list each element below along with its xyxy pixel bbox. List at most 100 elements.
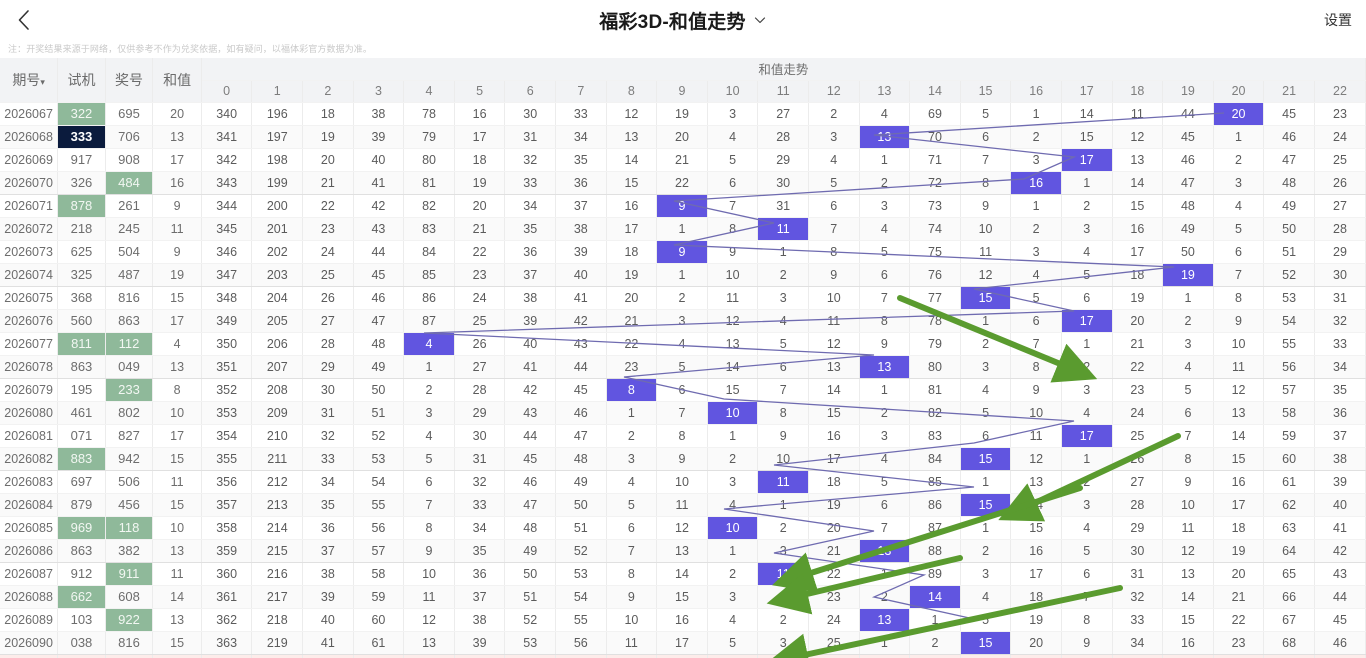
cell-trend-22: 36 bbox=[1314, 401, 1366, 425]
column-header-20[interactable]: 20 bbox=[1213, 80, 1265, 103]
cell-shiji-value: 662 bbox=[58, 585, 105, 608]
cell-trend-12: 6 bbox=[808, 194, 860, 218]
table-row[interactable]: 2026073 625 504 9 346 202 24 44 84 22 36 39 18 9 9 1 8 5 7… bbox=[0, 240, 1366, 264]
column-header-0[interactable]: 0 bbox=[200, 80, 253, 103]
cell-trend-8: 5 bbox=[606, 493, 658, 517]
column-header-7[interactable]: 7 bbox=[555, 80, 607, 103]
footer-col-8[interactable]: 8 bbox=[606, 654, 658, 658]
footer-col-15[interactable]: 15 bbox=[960, 654, 1012, 658]
table-row[interactable]: 2026068 333 706 13 341 197 19 39 79 17 31 34 13 20 4 28… bbox=[0, 125, 1366, 149]
column-header-10[interactable]: 10 bbox=[707, 80, 759, 103]
table-row[interactable]: 2026083 697 506 11 356 212 34 54 6 32 46 49 4 10 3 11 18… bbox=[0, 470, 1366, 494]
table-row[interactable]: 2026077 811 112 4 350 206 28 48 4 26 40 43 22 4 13 5 12 9… bbox=[0, 332, 1366, 356]
cell-trend-6: 39 bbox=[504, 309, 557, 333]
footer-col-22[interactable]: 22 bbox=[1314, 654, 1366, 658]
cell-trend-value: 11 bbox=[827, 313, 841, 328]
footer-col-3[interactable]: 3 bbox=[353, 654, 405, 658]
footer-col-16[interactable]: 16 bbox=[1010, 654, 1062, 658]
table-row[interactable]: 2026081 071 827 17 354 210 32 52 4 30 44 47 2 8 1 9 16 3 8… bbox=[0, 424, 1366, 448]
footer-col-5[interactable]: 5 bbox=[454, 654, 506, 658]
column-header-11[interactable]: 11 bbox=[757, 80, 809, 103]
column-header-1[interactable]: 1 bbox=[251, 80, 304, 103]
footer-col-14[interactable]: 14 bbox=[909, 654, 961, 658]
column-header-16[interactable]: 16 bbox=[1010, 80, 1062, 103]
cell-trend-value: 38 bbox=[523, 290, 538, 305]
cell-hezhi-value: 15 bbox=[170, 635, 185, 650]
footer-col-13[interactable]: 13 bbox=[859, 654, 911, 658]
column-header-17[interactable]: 17 bbox=[1061, 80, 1113, 103]
footer-col-18[interactable]: 18 bbox=[1112, 654, 1164, 658]
table-row[interactable]: 2026071 878 261 9 344 200 22 42 82 20 34 37 16 9 7 31 6 3… bbox=[0, 194, 1366, 218]
footer-col-2[interactable]: 2 bbox=[302, 654, 354, 658]
cell-issue-value: 2026072 bbox=[4, 221, 53, 236]
cell-trend-value: 3 bbox=[729, 589, 737, 604]
table-row[interactable]: 2026075 368 816 15 348 204 26 46 86 24 38 41 20 2 11 3 1… bbox=[0, 286, 1366, 310]
footer-col-19[interactable]: 19 bbox=[1162, 654, 1214, 658]
table-row[interactable]: 2026079 195 233 8 352 208 30 50 2 28 42 45 8 6 15 7 14 1 8… bbox=[0, 378, 1366, 402]
footer-col-20[interactable]: 20 bbox=[1213, 654, 1265, 658]
table-row[interactable]: 2026074 325 487 19 347 203 25 45 85 23 37 40 19 1 10 2 9… bbox=[0, 263, 1366, 287]
table-row[interactable]: 2026078 863 049 13 351 207 29 49 1 27 41 44 23 5 14 6 13… bbox=[0, 355, 1366, 379]
trend-table-area[interactable]: 期号▾ 试机 奖号 和值 和值走势 0 1 2 3 4 5 6 7 8 9 10 11 12 13 14 15… bbox=[0, 58, 1366, 658]
cell-trend-12: 17 bbox=[808, 447, 860, 471]
column-header-22[interactable]: 22 bbox=[1314, 80, 1366, 103]
column-header-12[interactable]: 12 bbox=[808, 80, 860, 103]
footer-col-1[interactable]: 1 bbox=[251, 654, 304, 658]
column-header-9[interactable]: 9 bbox=[656, 80, 708, 103]
column-header-18[interactable]: 18 bbox=[1112, 80, 1164, 103]
column-header-2[interactable]: 2 bbox=[302, 80, 354, 103]
table-row[interactable]: 2026088 662 608 14 361 217 39 59 11 37 51 54 9 15 3 1 23… bbox=[0, 585, 1366, 609]
footer-col-12[interactable]: 12 bbox=[808, 654, 860, 658]
chevron-down-icon[interactable] bbox=[753, 13, 767, 27]
footer-col-10[interactable]: 10 bbox=[707, 654, 759, 658]
table-row[interactable]: 2026090 038 816 15 363 219 41 61 13 39 53 56 11 17 5 3 2… bbox=[0, 631, 1366, 655]
column-header-21[interactable]: 21 bbox=[1263, 80, 1315, 103]
table-row[interactable]: 2026067 322 695 20 340 196 18 38 78 16 30 33 12 19 3 27… bbox=[0, 102, 1366, 126]
table-row[interactable]: 2026084 879 456 15 357 213 35 55 7 33 47 50 5 11 4 1 19 6… bbox=[0, 493, 1366, 517]
footer-col-21[interactable]: 21 bbox=[1263, 654, 1315, 658]
table-row[interactable]: 2026086 863 382 13 359 215 37 57 9 35 49 52 7 13 1 3 21 1… bbox=[0, 539, 1366, 563]
table-row[interactable]: 2026080 461 802 10 353 209 31 51 3 29 43 46 1 7 10 8 15 2… bbox=[0, 401, 1366, 425]
cell-issue-value: 2026089 bbox=[4, 612, 53, 627]
table-row[interactable]: 2026082 883 942 15 355 211 33 53 5 31 45 48 3 9 2 10 17 4… bbox=[0, 447, 1366, 471]
footer-col-6[interactable]: 6 bbox=[504, 654, 557, 658]
cell-trend-value: 4 bbox=[1032, 267, 1040, 282]
column-header-6[interactable]: 6 bbox=[504, 80, 557, 103]
footer-col-9[interactable]: 9 bbox=[656, 654, 708, 658]
table-row[interactable]: 2026087 912 911 11 360 216 38 58 10 36 50 53 8 14 2 11 2… bbox=[0, 562, 1366, 586]
column-header-8[interactable]: 8 bbox=[606, 80, 658, 103]
cell-issue-value: 2026071 bbox=[4, 198, 53, 213]
cell-trend-10: 13 bbox=[707, 332, 759, 356]
column-header-14[interactable]: 14 bbox=[909, 80, 961, 103]
footer-col-17[interactable]: 17 bbox=[1061, 654, 1113, 658]
cell-jiang: 382 bbox=[105, 539, 154, 563]
cell-trend-20: 7 bbox=[1213, 263, 1265, 287]
column-header-19[interactable]: 19 bbox=[1162, 80, 1214, 103]
cell-trend-16: 18 bbox=[1010, 585, 1062, 609]
footer-pick-button[interactable]: 选号 bbox=[0, 654, 59, 658]
settings-button[interactable]: 设置 bbox=[1324, 0, 1352, 40]
footer-col-11[interactable]: 11 bbox=[757, 654, 809, 658]
cell-trend-value: 3 bbox=[880, 428, 888, 443]
table-row[interactable]: 2026072 218 245 11 345 201 23 43 83 21 35 38 17 1 8 11 7… bbox=[0, 217, 1366, 241]
cell-trend-value: 13 bbox=[859, 355, 910, 378]
table-row[interactable]: 2026070 326 484 16 343 199 21 41 81 19 33 36 15 22 6 30… bbox=[0, 171, 1366, 195]
table-row[interactable]: 2026069 917 908 17 342 198 20 40 80 18 32 35 14 21 5 29… bbox=[0, 148, 1366, 172]
column-header-3[interactable]: 3 bbox=[353, 80, 405, 103]
table-row[interactable]: 2026076 560 863 17 349 205 27 47 87 25 39 42 21 3 12 4 1… bbox=[0, 309, 1366, 333]
header-issue[interactable]: 期号▾ bbox=[0, 58, 59, 103]
cell-trend-value: 13 bbox=[826, 359, 841, 374]
footer-col-4[interactable]: 4 bbox=[403, 654, 455, 658]
table-row[interactable]: 2026089 103 922 13 362 218 40 60 12 38 52 55 10 16 4 2 2… bbox=[0, 608, 1366, 632]
cell-trend-value: 8 bbox=[1083, 612, 1091, 627]
column-header-13[interactable]: 13 bbox=[859, 80, 911, 103]
cell-trend-value: 30 bbox=[320, 382, 335, 397]
footer-col-7[interactable]: 7 bbox=[555, 654, 607, 658]
column-header-15[interactable]: 15 bbox=[960, 80, 1012, 103]
back-button[interactable] bbox=[0, 0, 46, 40]
column-header-4[interactable]: 4 bbox=[403, 80, 455, 103]
footer-col-0[interactable]: 0 bbox=[200, 654, 253, 658]
column-header-5[interactable]: 5 bbox=[454, 80, 506, 103]
table-row[interactable]: 2026085 969 118 10 358 214 36 56 8 34 48 51 6 12 10 2 20… bbox=[0, 516, 1366, 540]
cell-trend-11: 29 bbox=[757, 148, 809, 172]
